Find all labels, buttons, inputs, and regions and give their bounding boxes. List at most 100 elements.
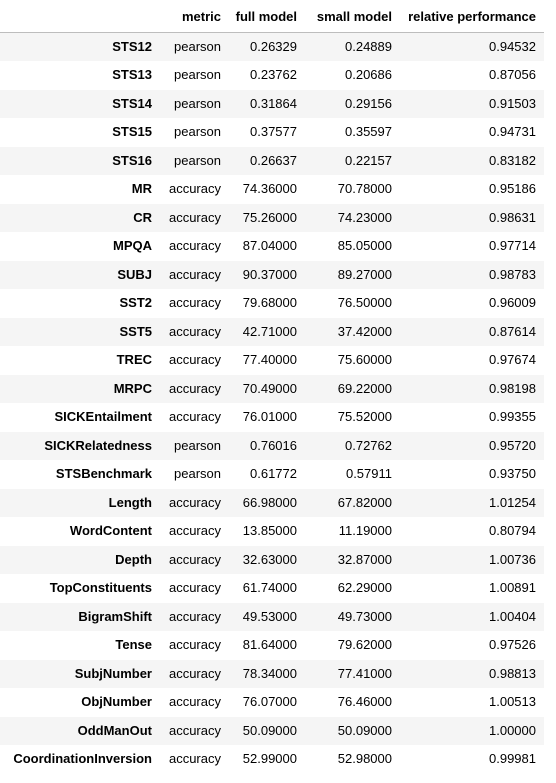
small-model-cell: 74.23000 [337,209,392,225]
small-model-cell: 62.29000 [337,580,392,595]
full-model-cell: 0.76016 [250,437,297,453]
row-label: STS16 [112,152,152,168]
table-row: MPQA accuracy 87.04000 85.05000 0.97714 [0,232,544,261]
row-label: SST2 [119,295,152,310]
relative-performance-cell: 0.98813 [489,665,536,681]
small-model-cell: 89.27000 [337,266,392,282]
row-label: STS14 [112,95,152,111]
metric-cell: accuracy [168,722,221,738]
row-label: BigramShift [78,608,152,624]
full-model-cell: 0.23762 [250,67,297,82]
metric-cell: accuracy [168,523,221,538]
relative-performance-cell: 0.98198 [489,380,536,396]
small-model-cell: 67.82000 [337,494,392,510]
row-label: STS12 [112,38,152,54]
small-model-cell: 11.19000 [338,523,392,538]
table-row: TREC accuracy 77.40000 75.60000 0.97674 [0,346,544,375]
metric-cell: accuracy [168,694,221,709]
table-body: STS12 pearson 0.26329 0.24889 0.94532 STS13 p… [0,32,544,774]
relative-performance-cell: 0.96009 [489,295,536,310]
small-model-cell: 75.60000 [337,352,392,367]
small-model-cell: 52.98000 [337,751,392,766]
small-model-cell: 0.29156 [345,95,392,111]
full-model-cell: 70.49000 [242,380,297,396]
relative-performance-cell: 0.99981 [489,751,536,766]
full-model-cell: 0.61772 [250,466,297,481]
row-label: MR [131,181,152,196]
column-header-metric: metric [160,3,226,33]
metric-cell: pearson [174,437,221,453]
metric-cell: accuracy [168,580,221,595]
relative-performance-cell: 0.98631 [489,209,536,225]
full-model-cell: 42.71000 [242,323,297,339]
metric-cell: pearson [174,67,221,82]
table-row: TopConstituents accuracy 61.74000 62.29000 1… [0,574,544,603]
small-model-cell: 70.78000 [337,181,392,196]
metric-cell: accuracy [168,352,221,367]
relative-performance-cell: 0.91503 [489,95,536,111]
table-row: STSBenchmark pearson 0.61772 0.57911 0.93750 [0,460,544,489]
relative-performance-cell: 0.97674 [489,352,536,367]
table-row: WordContent accuracy 13.85000 11.19000 0.807… [0,517,544,546]
column-header-relative-performance: relative performance [400,3,544,33]
relative-performance-cell: 0.80794 [489,523,536,538]
metric-cell: accuracy [168,380,221,396]
relative-performance-cell: 1.00404 [489,608,536,624]
table-row: STS13 pearson 0.23762 0.20686 0.87056 [0,61,544,90]
small-model-cell: 79.62000 [337,637,392,652]
relative-performance-cell: 1.00000 [489,722,536,738]
full-model-cell: 0.26637 [250,152,297,168]
row-label: SICKRelatedness [44,437,152,453]
relative-performance-cell: 0.98783 [489,266,536,282]
small-model-cell: 85.05000 [337,238,392,253]
table-row: CR accuracy 75.26000 74.23000 0.98631 [0,203,544,232]
row-label: STS13 [112,67,152,82]
metric-cell: accuracy [168,238,221,253]
table-row: SUBJ accuracy 90.37000 89.27000 0.98783 [0,260,544,289]
row-label: CoordinationInversion [13,751,152,766]
relative-performance-cell: 1.00891 [489,580,536,595]
full-model-cell: 75.26000 [242,209,297,225]
metric-cell: pearson [174,152,221,168]
small-model-cell: 0.35597 [345,124,392,139]
full-model-cell: 0.26329 [250,38,297,54]
metric-cell: accuracy [168,665,221,681]
table-row: Depth accuracy 32.63000 32.87000 1.00736 [0,545,544,574]
full-model-cell: 90.37000 [242,266,297,282]
small-model-cell: 37.42000 [337,323,392,339]
relative-performance-cell: 0.95186 [489,181,536,196]
full-model-cell: 32.63000 [242,551,297,567]
row-label: WordContent [69,523,152,538]
row-label: Length [108,494,152,510]
full-model-cell: 61.74000 [242,580,297,595]
small-model-cell: 0.22157 [345,152,392,168]
small-model-cell: 0.72762 [345,437,392,453]
table-row: OddManOut accuracy 50.09000 50.09000 1.00000 [0,716,544,745]
metric-cell: pearson [174,38,221,54]
row-label: CR [133,209,152,225]
relative-performance-cell: 0.94532 [489,38,536,54]
small-model-cell: 69.22000 [337,380,392,396]
table-row: STS12 pearson 0.26329 0.24889 0.94532 [0,32,544,61]
metric-cell: pearson [174,124,221,139]
relative-performance-cell: 1.00513 [489,694,536,709]
relative-performance-cell: 0.83182 [489,152,536,168]
full-model-cell: 76.01000 [242,409,297,424]
metric-cell: accuracy [168,295,221,310]
relative-performance-cell: 0.94731 [489,124,536,139]
row-label: SUBJ [117,266,152,282]
small-model-cell: 76.50000 [337,295,392,310]
full-model-cell: 52.99000 [242,751,297,766]
relative-performance-cell: 0.95720 [489,437,536,453]
full-model-cell: 76.07000 [242,694,297,709]
metric-cell: accuracy [168,608,221,624]
table-row: SICKRelatedness pearson 0.76016 0.72762 0.95… [0,431,544,460]
small-model-cell: 76.46000 [337,694,392,709]
table-row: Tense accuracy 81.64000 79.62000 0.97526 [0,631,544,660]
index-header [0,3,160,33]
metric-cell: accuracy [168,209,221,225]
full-model-cell: 87.04000 [242,238,297,253]
metric-cell: accuracy [168,551,221,567]
small-model-cell: 77.41000 [337,665,392,681]
